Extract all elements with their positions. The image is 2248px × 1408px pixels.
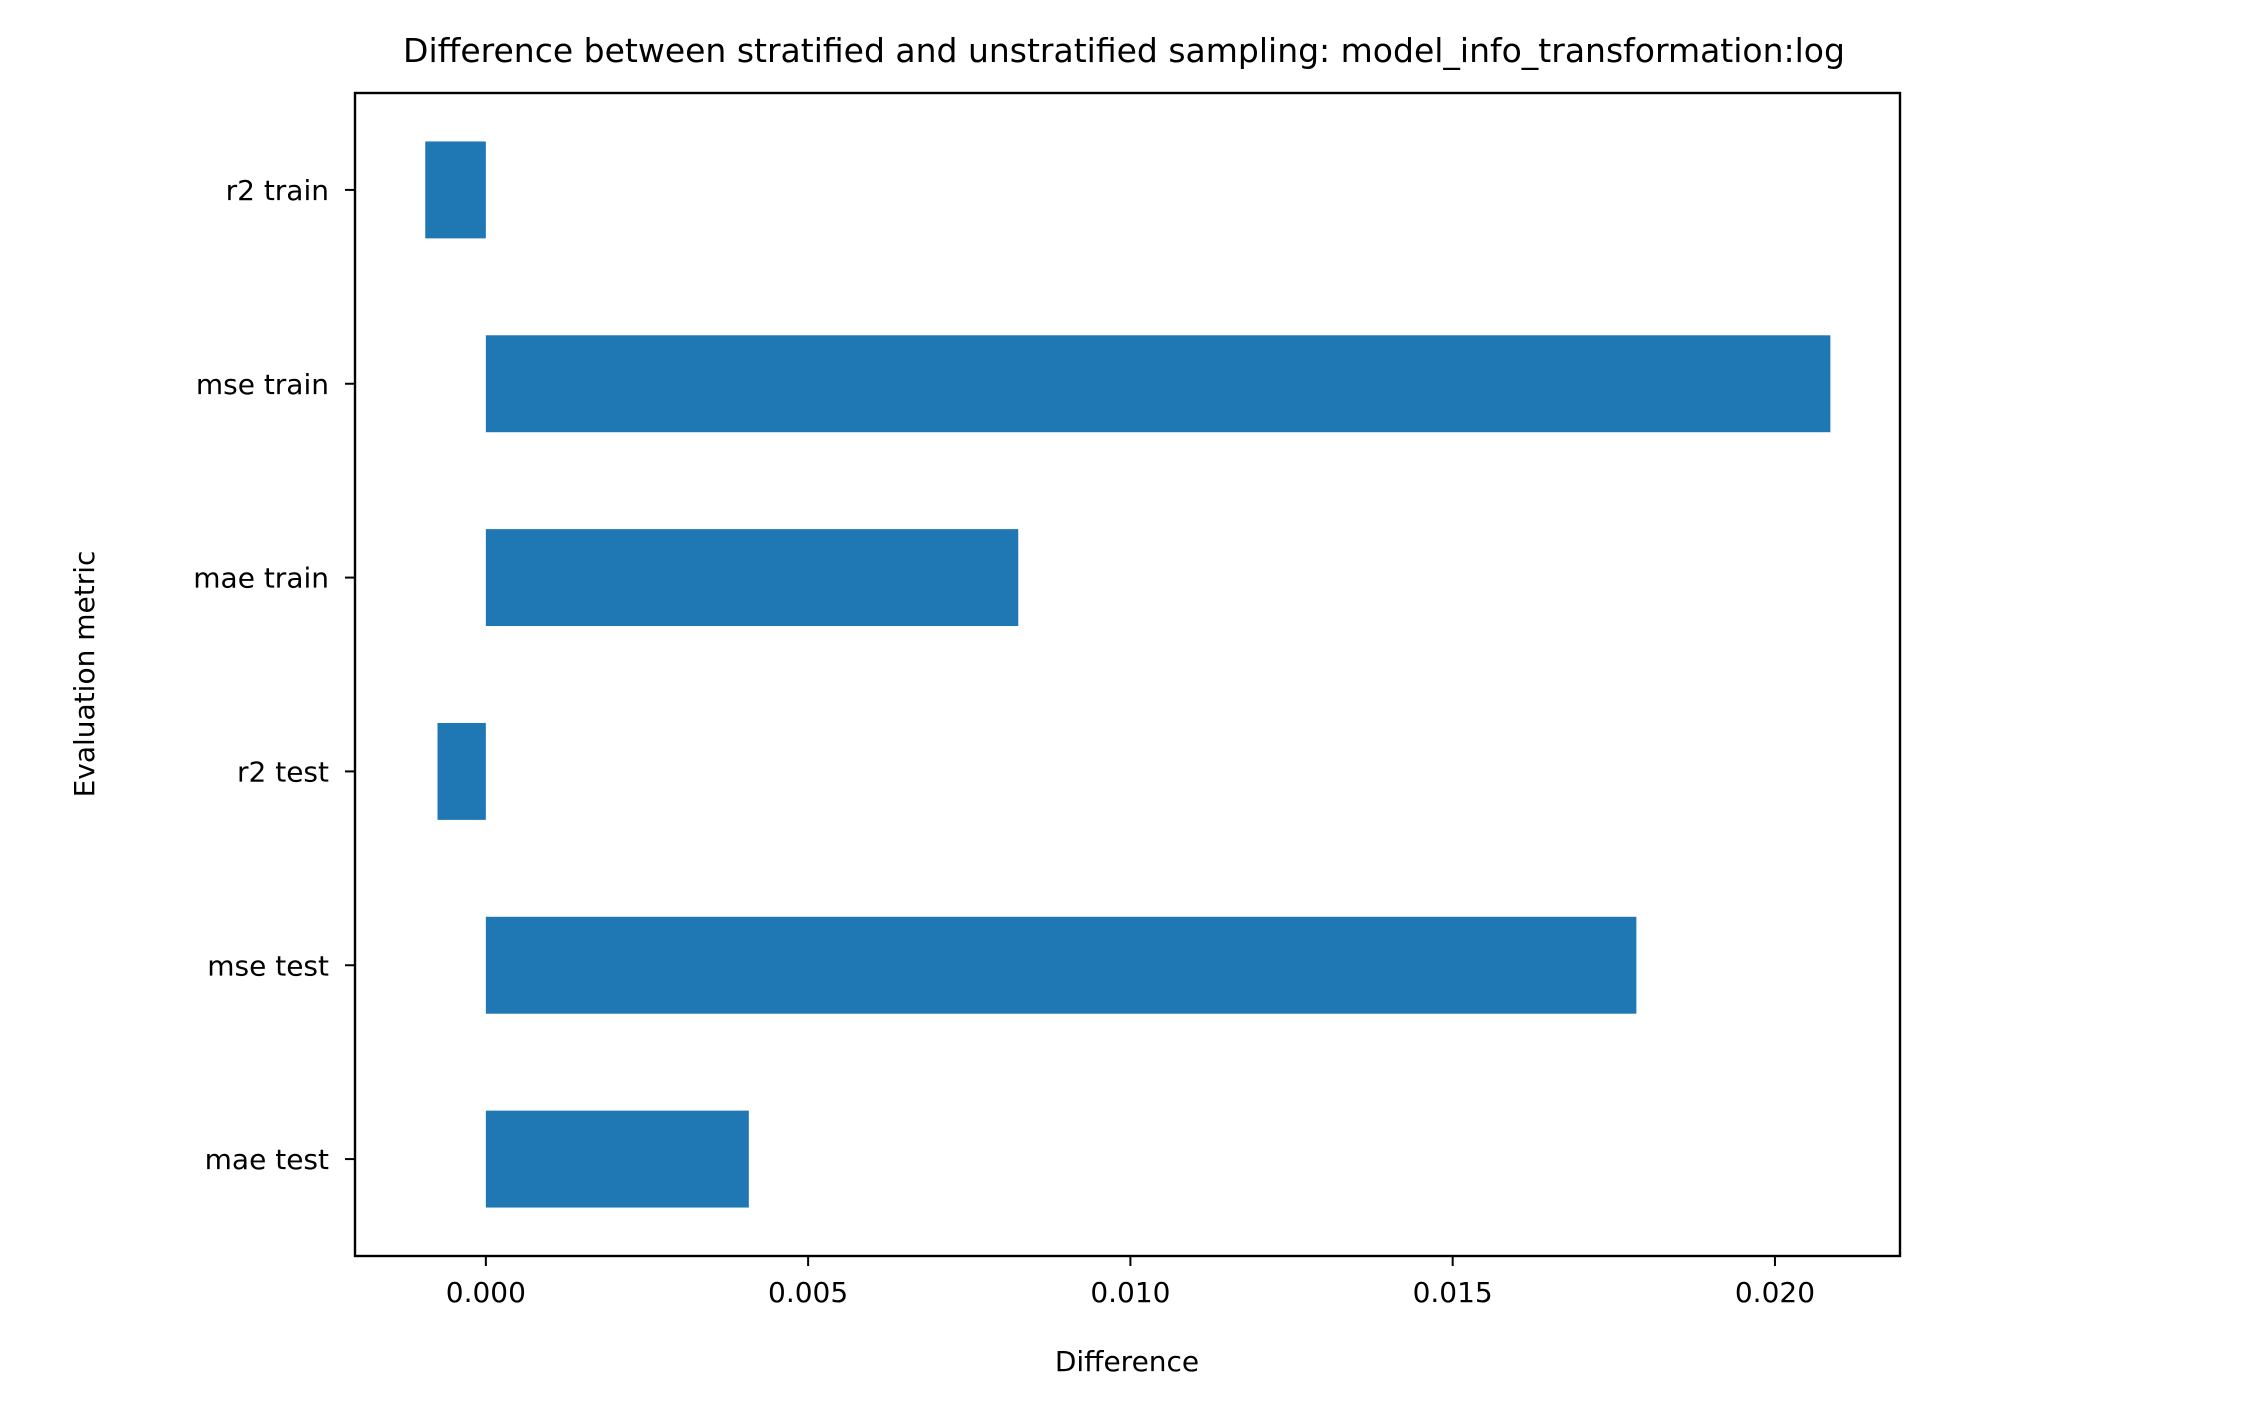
- bar-mae-test: [485, 1110, 749, 1208]
- y-tick-label: mae train: [193, 562, 329, 595]
- x-tick-label: 0.000: [446, 1276, 526, 1309]
- y-axis-ticks: mae test mse test r2 test mae train mse trai…: [193, 174, 355, 1176]
- x-tick-label: 0.010: [1090, 1276, 1170, 1309]
- y-tick-label: r2 test: [237, 755, 329, 788]
- y-tick-label: mae test: [205, 1143, 329, 1176]
- bar-mse-train: [485, 335, 1831, 433]
- y-tick-label: r2 train: [226, 174, 329, 207]
- x-tick-label: 0.020: [1735, 1276, 1815, 1309]
- x-axis-ticks: 0.000 0.005 0.010 0.015 0.020: [446, 1256, 1815, 1309]
- x-axis-label: Difference: [1055, 1345, 1199, 1378]
- bar-r2-test: [437, 722, 486, 820]
- chart-title: Difference between stratified and unstra…: [403, 31, 1845, 70]
- y-tick-label: mse train: [196, 368, 329, 401]
- plot-area-frame: [353, 91, 1902, 1258]
- y-tick-label: mse test: [207, 949, 329, 982]
- bar-r2-train: [425, 141, 486, 239]
- bar-mae-train: [485, 529, 1019, 627]
- bars-group: [425, 141, 1831, 1208]
- x-tick-label: 0.015: [1413, 1276, 1493, 1309]
- y-axis-label: Evaluation metric: [68, 551, 101, 798]
- x-tick-label: 0.005: [768, 1276, 848, 1309]
- bar-mse-test: [485, 916, 1637, 1014]
